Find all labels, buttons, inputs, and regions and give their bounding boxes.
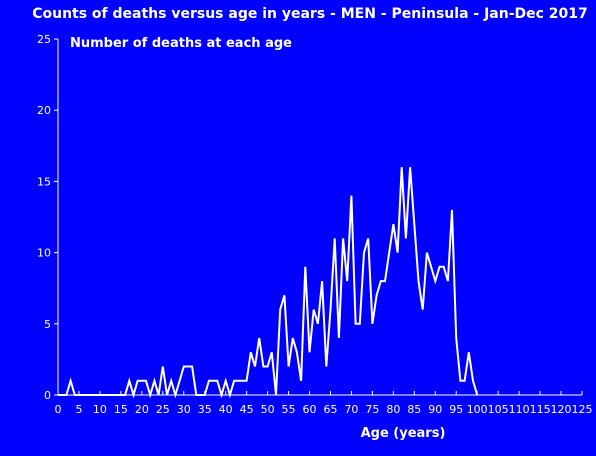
x-tick-label: 50	[261, 403, 275, 416]
chart-title: Counts of deaths versus age in years - M…	[32, 6, 588, 22]
x-tick-label: 95	[449, 403, 463, 416]
x-tick-label: 10	[93, 403, 107, 416]
x-tick-label: 120	[551, 403, 572, 416]
x-tick-label: 15	[114, 403, 128, 416]
x-tick-label: 90	[428, 403, 442, 416]
y-tick-label: 15	[37, 175, 51, 188]
x-tick-label: 100	[467, 403, 488, 416]
x-tick-label: 45	[240, 403, 254, 416]
y-tick-label: 25	[37, 33, 51, 46]
y-tick-label: 0	[44, 389, 51, 402]
x-axis-label: Age (years)	[361, 426, 446, 441]
x-tick-label: 5	[75, 403, 82, 416]
x-tick-label: 105	[488, 403, 509, 416]
plot-area	[57, 167, 479, 399]
x-tick-label: 35	[198, 403, 212, 416]
x-tick-label: 115	[530, 403, 551, 416]
x-tick-label: 125	[572, 403, 593, 416]
x-tick-label: 60	[303, 403, 317, 416]
x-tick-label: 40	[219, 403, 233, 416]
y-tick-label: 10	[37, 247, 51, 260]
x-tick-label: 75	[365, 403, 379, 416]
x-ticks: 0 5 10 15 20 25 30 35 40 45 50 55 60 65 70 75 80 85 90 95 10…	[55, 391, 593, 416]
x-tick-label: 20	[135, 403, 149, 416]
x-tick-label: 70	[344, 403, 358, 416]
series-label: Number of deaths at each age	[70, 36, 292, 51]
x-tick-label: 0	[55, 403, 62, 416]
x-tick-label: 65	[323, 403, 337, 416]
y-tick-label: 5	[44, 318, 51, 331]
x-tick-label: 80	[386, 403, 400, 416]
x-tick-label: 30	[177, 403, 191, 416]
x-tick-label: 55	[282, 403, 296, 416]
x-tick-label: 25	[156, 403, 170, 416]
y-tick-label: 20	[37, 104, 51, 117]
y-ticks: 0 5 10 15 20 25	[37, 33, 58, 402]
x-tick-label: 110	[509, 403, 530, 416]
x-tick-label: 85	[407, 403, 421, 416]
